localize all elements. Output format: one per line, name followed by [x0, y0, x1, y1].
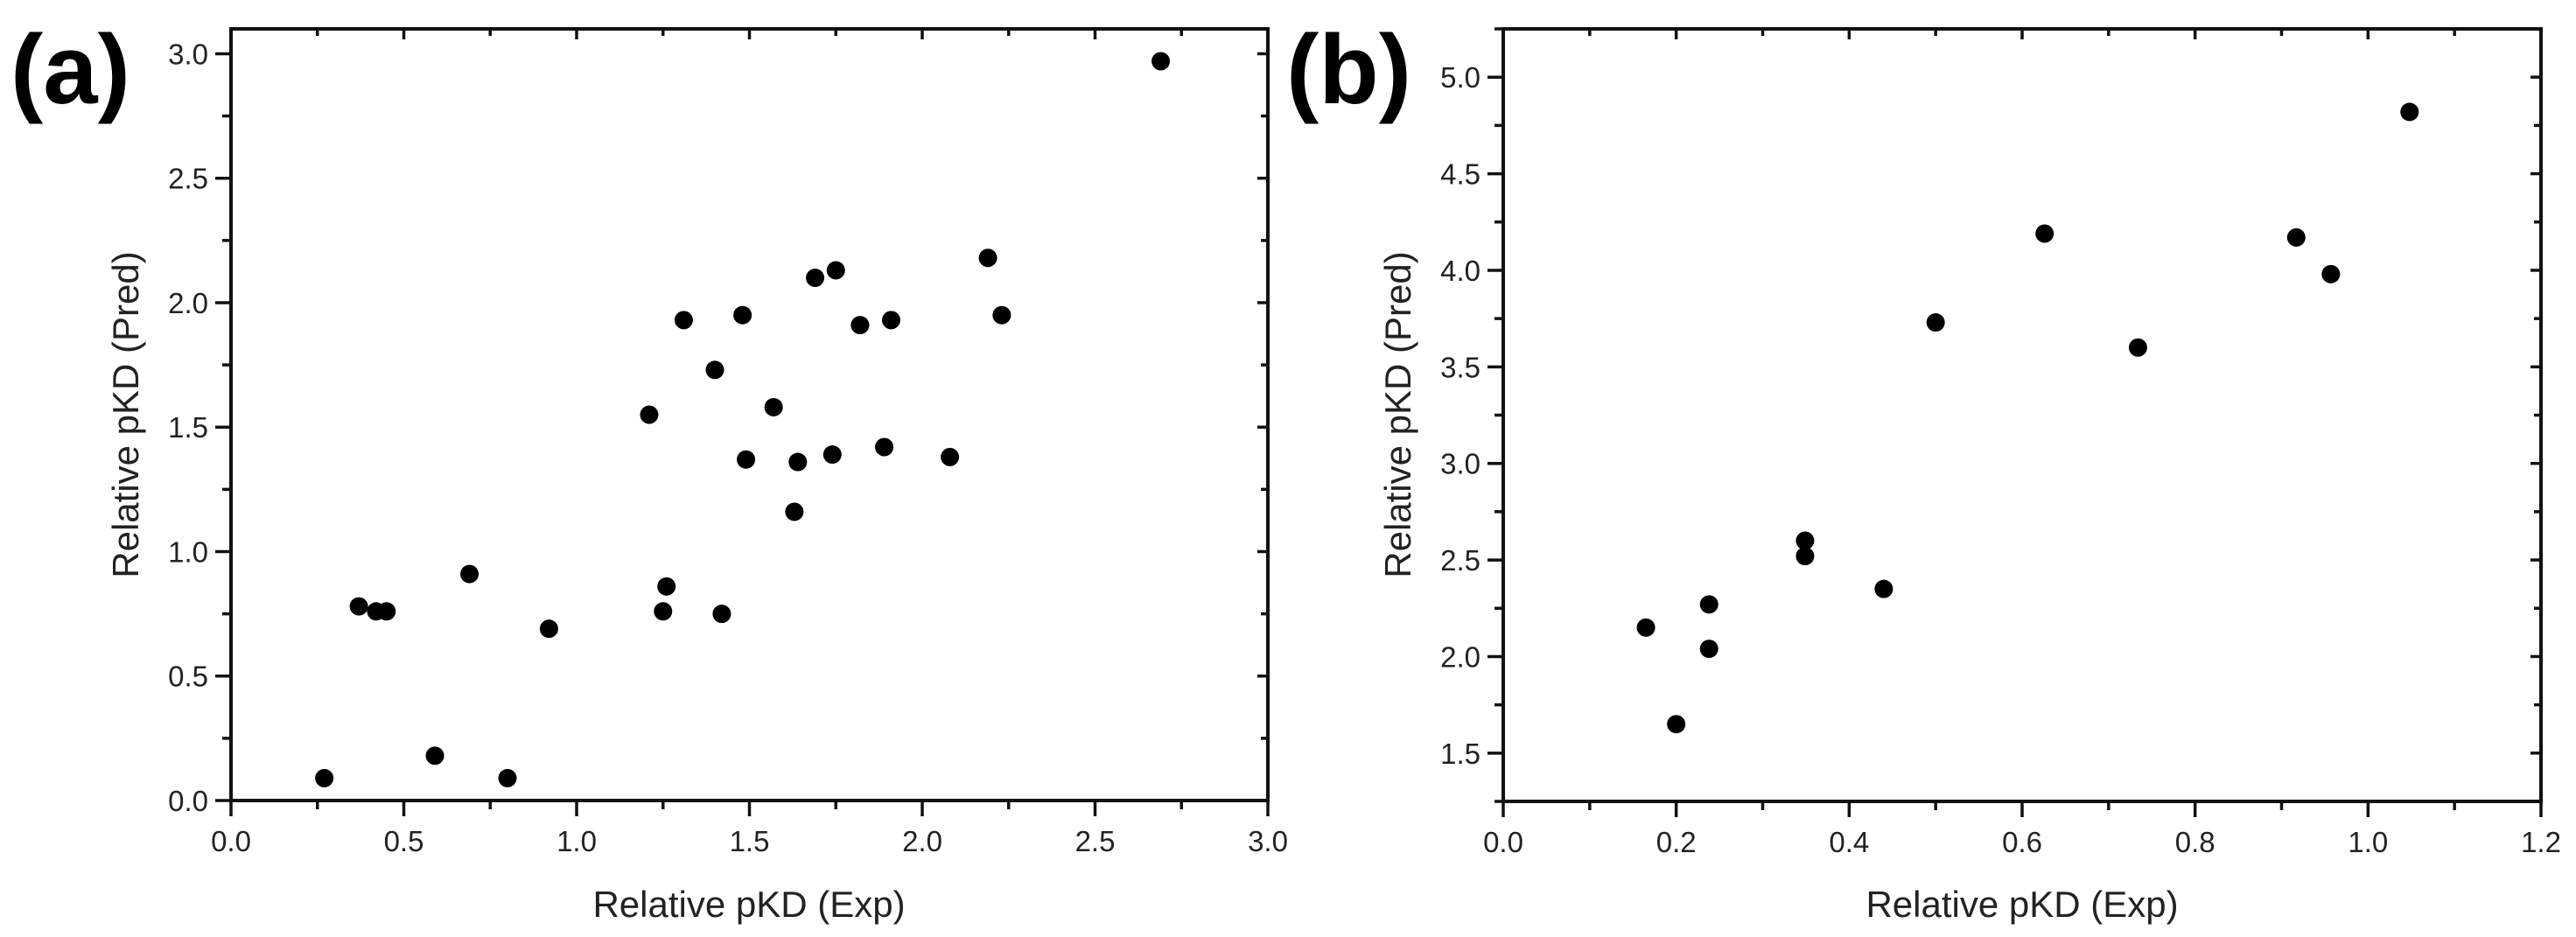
panel-b-ticks: [1488, 27, 2543, 817]
y-tick-label: 5.0: [1440, 61, 1480, 94]
x-tick-label: 1.0: [2348, 826, 2388, 858]
data-point: [733, 305, 752, 325]
panel-a-y-axis-title: Relative pKD (Pred): [105, 251, 146, 577]
panel-a-data-points: [315, 52, 1171, 787]
panel-a-ticks: [215, 29, 1270, 816]
data-point: [788, 452, 808, 472]
data-point: [1874, 579, 1894, 598]
data-point: [2035, 224, 2054, 243]
data-point: [785, 502, 804, 521]
x-tick-label: 2.0: [902, 825, 942, 857]
panel-a-y-tick-labels: 0.0 0.5 1.0 1.5 2.0 2.5 3.0: [168, 38, 208, 817]
x-tick-label: 0.6: [2002, 826, 2042, 858]
panel-b-y-tick-labels: 1.5 2.0 2.5 3.0 3.5 4.0 4.5 5.0: [1440, 61, 1480, 770]
data-point: [498, 768, 517, 787]
y-tick-label: 3.0: [168, 38, 208, 70]
x-tick-label: 1.5: [730, 825, 770, 857]
data-point: [2286, 227, 2306, 247]
data-point: [377, 602, 396, 621]
x-tick-label: 0.8: [2175, 826, 2216, 858]
x-tick-label: 0.0: [1483, 826, 1523, 858]
data-point: [654, 602, 673, 621]
data-point: [1152, 52, 1171, 71]
data-point: [1796, 531, 1815, 550]
panel-b-x-axis-title: Relative pKD (Exp): [1866, 884, 2178, 925]
data-point: [2128, 338, 2147, 357]
panel-b-plot-frame: [1502, 27, 2543, 803]
panel-b-data-points: [1636, 102, 2419, 734]
y-tick-label: 4.0: [1440, 255, 1480, 287]
x-tick-label: 0.2: [1656, 826, 1697, 858]
data-point: [875, 437, 894, 457]
y-tick-label: 1.5: [1440, 738, 1480, 770]
panel-b-y-axis-title: Relative pKD (Pred): [1377, 251, 1418, 577]
panel-a-x-tick-labels: 0.0 0.5 1.0 1.5 2.0 2.5 3.0: [211, 825, 1288, 857]
data-point: [941, 447, 960, 466]
y-tick-label: 0.5: [168, 661, 208, 693]
panel-b-x-tick-labels: 0.0 0.2 0.4 0.6 0.8 1.0 1.2: [1483, 826, 2561, 858]
data-point: [826, 261, 845, 280]
data-point: [992, 305, 1012, 325]
panel-a-scatter-plot: (a) 0.0 0.5 1.0 1.5 2.0 2.5 3.0 0.0 0.5 …: [10, 15, 1288, 925]
x-tick-label: 0.4: [1829, 826, 1869, 858]
y-tick-label: 2.0: [168, 287, 208, 319]
x-tick-label: 3.0: [1248, 825, 1288, 857]
x-tick-label: 2.5: [1075, 825, 1116, 857]
data-point: [822, 445, 842, 465]
data-point: [674, 311, 693, 330]
data-point: [1699, 595, 1718, 614]
data-point: [764, 397, 783, 416]
y-tick-label: 4.5: [1440, 158, 1480, 191]
x-tick-label: 0.5: [384, 825, 424, 857]
data-point: [705, 360, 724, 380]
data-point: [2321, 264, 2341, 283]
y-tick-label: 2.0: [1440, 640, 1480, 673]
x-tick-label: 1.0: [556, 825, 597, 857]
data-point: [460, 564, 480, 584]
data-point: [425, 746, 444, 766]
y-tick-label: 3.0: [1440, 448, 1480, 480]
data-point: [1796, 547, 1815, 566]
data-point: [1926, 313, 1945, 332]
panel-b-label: (b): [1286, 15, 1411, 124]
y-tick-label: 2.5: [168, 163, 208, 195]
x-tick-label: 0.0: [211, 825, 251, 857]
y-tick-label: 1.0: [168, 535, 208, 568]
data-point: [1667, 715, 1686, 734]
data-point: [539, 619, 558, 639]
data-point: [2400, 102, 2419, 122]
data-point: [712, 605, 732, 624]
data-point: [806, 269, 825, 288]
data-point: [1636, 618, 1656, 637]
data-point: [881, 311, 900, 330]
panel-a-label: (a): [10, 15, 130, 124]
data-point: [640, 405, 659, 424]
y-tick-label: 0.0: [168, 785, 208, 817]
panel-a-x-axis-title: Relative pKD (Exp): [592, 884, 905, 925]
data-point: [315, 768, 334, 787]
x-tick-label: 1.2: [2521, 826, 2561, 858]
y-tick-label: 1.5: [168, 411, 208, 444]
data-point: [1699, 640, 1718, 659]
y-tick-label: 3.5: [1440, 351, 1480, 383]
data-point: [978, 248, 998, 268]
panel-a-plot-frame: [229, 27, 1270, 802]
data-point: [657, 577, 676, 596]
data-point: [737, 450, 756, 469]
panel-b-scatter-plot: (b) 0.0 0.2 0.4 0.6 0.8 1.0 1.2 1.5 2.0 …: [1286, 15, 2561, 925]
y-tick-label: 2.5: [1440, 544, 1480, 577]
data-point: [850, 316, 870, 335]
data-point: [349, 597, 368, 616]
